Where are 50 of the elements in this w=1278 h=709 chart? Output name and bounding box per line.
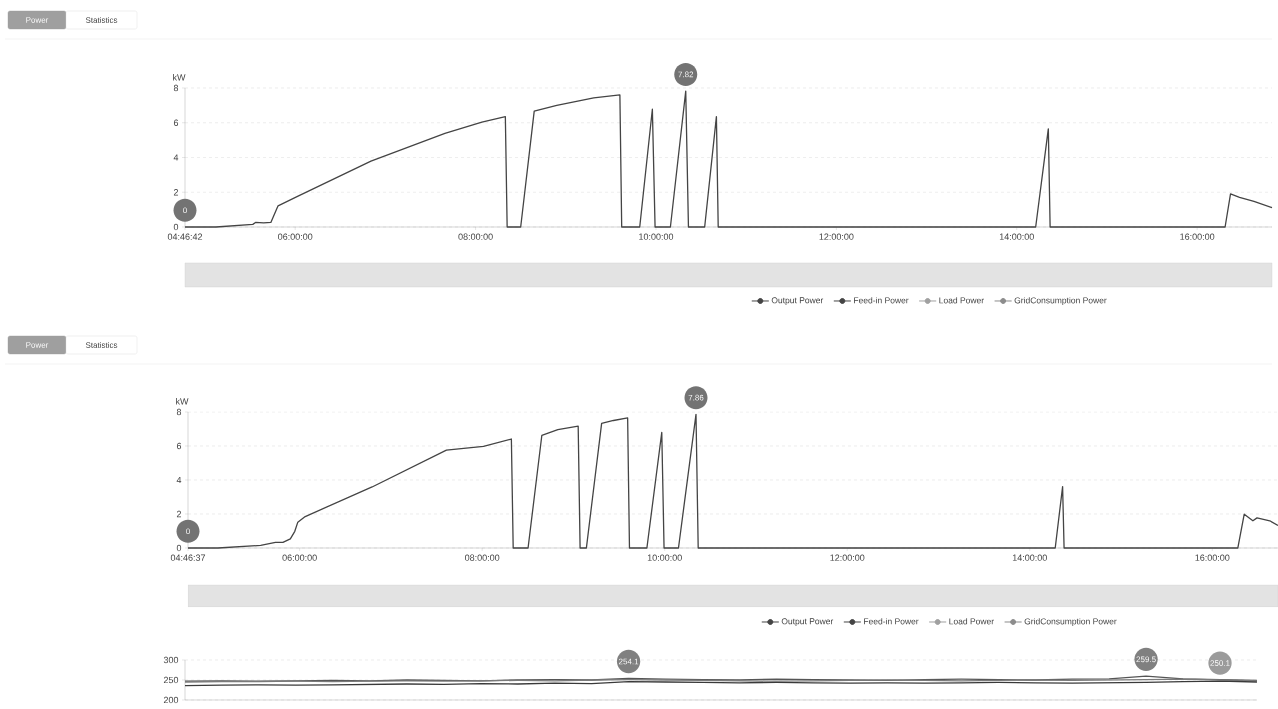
y-axis-title: kW — [176, 397, 189, 405]
line-series — [187, 413, 1278, 549]
y-axis-title: kW — [173, 73, 186, 81]
x-tick-label: 16:00:00 — [1180, 233, 1215, 240]
text: Power — [26, 17, 49, 23]
y-tick-label: 2 — [173, 189, 179, 196]
data-label: 0 — [186, 528, 190, 535]
x-tick-label: 06:00:00 — [282, 554, 317, 561]
data-label: 259.5 — [1136, 656, 1156, 663]
data-label: 250.1 — [1210, 660, 1230, 666]
text: Statistics — [85, 17, 118, 23]
legend-label: GridConsumption Power — [1024, 618, 1117, 627]
y-tick-label: 300 — [163, 656, 179, 664]
x-tick-label: 14:00:00 — [999, 233, 1034, 240]
data-label: 254.1 — [618, 658, 639, 665]
x-tick-label: 10:00:00 — [647, 554, 682, 561]
legend-label: Output Power — [781, 618, 834, 626]
data-label: 7.86 — [688, 394, 704, 401]
y-tick-label: 8 — [173, 84, 179, 92]
y-tick-label: 0 — [176, 544, 182, 552]
line-series — [184, 90, 1273, 228]
legend-label: Feed-in Power — [864, 618, 919, 625]
y-tick-label: 4 — [173, 154, 179, 161]
legend-label: Load Power — [939, 297, 984, 304]
text: Statistics — [85, 342, 118, 348]
text: Power — [26, 342, 49, 348]
y-tick-label: 6 — [173, 119, 179, 126]
legend-label: GridConsumption Power — [1014, 297, 1107, 306]
x-tick-label: 08:00:00 — [458, 233, 493, 240]
x-tick-label: 12:00:00 — [819, 233, 854, 240]
x-tick-label: 14:00:00 — [1012, 554, 1047, 561]
x-tick-label: 06:00:00 — [278, 233, 313, 240]
legend-label: Output Power — [771, 297, 824, 305]
data-label: 0 — [183, 207, 187, 214]
x-tick-label: 12:00:00 — [830, 554, 865, 561]
y-tick-label: 0 — [173, 223, 179, 231]
y-tick-label: 8 — [176, 408, 182, 416]
y-tick-label: 4 — [176, 476, 182, 484]
legend-label: Feed-in Power — [854, 297, 909, 304]
data-label: 7.82 — [678, 71, 694, 78]
x-tick-label: 04:46:37 — [170, 554, 206, 561]
y-tick-label: 250 — [163, 676, 179, 684]
x-tick-label: 08:00:00 — [464, 554, 500, 561]
y-tick-label: 200 — [163, 696, 179, 704]
x-tick-label: 04:46:42 — [167, 233, 203, 240]
legend-label: Load Power — [949, 618, 994, 625]
y-tick-label: 2 — [176, 510, 182, 518]
x-tick-label: 10:00:00 — [639, 233, 674, 240]
y-tick-label: 6 — [176, 442, 182, 450]
x-tick-label: 16:00:00 — [1195, 554, 1230, 561]
